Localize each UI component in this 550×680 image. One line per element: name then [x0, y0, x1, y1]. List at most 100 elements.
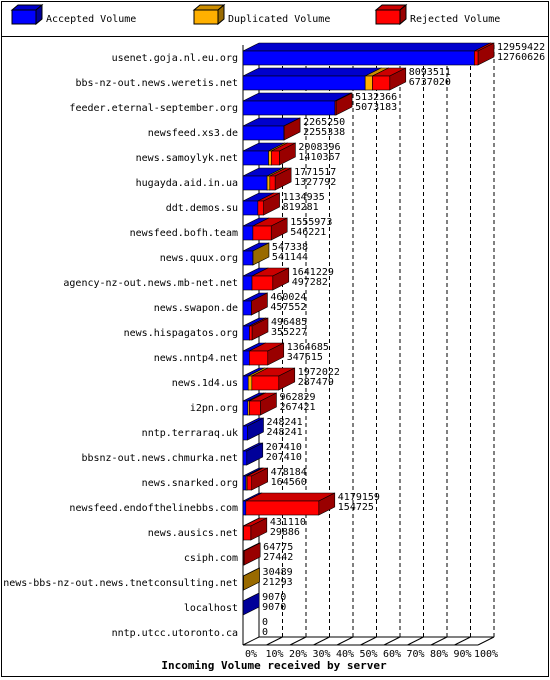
- value-label: 4179159: [338, 492, 380, 503]
- bar-face: [251, 275, 274, 291]
- y-tick-label: news.ausics.net: [148, 528, 238, 539]
- tick-mark: [407, 636, 424, 646]
- bar-face: [243, 550, 245, 566]
- value-label: 12760626: [497, 52, 545, 63]
- value-label: 1364685: [287, 342, 329, 353]
- value-label: 164560: [271, 477, 307, 488]
- value-label: 546221: [290, 227, 326, 238]
- plot-frame: [1, 36, 549, 677]
- x-tick-label: 10%: [265, 649, 283, 660]
- bar-segment: [242, 417, 264, 441]
- bar-segment: [251, 267, 290, 291]
- bar-segment: [248, 392, 277, 416]
- tick-mark: [313, 636, 330, 646]
- bar-segment: [251, 367, 296, 391]
- legend-label: Duplicated Volume: [228, 14, 330, 25]
- bar-face: [243, 567, 260, 591]
- x-tick-label: 0%: [245, 649, 257, 660]
- bar-segment: [372, 67, 407, 91]
- y-tick-label: news.1d4.us: [172, 378, 238, 389]
- bar-face: [242, 225, 254, 241]
- value-label: 355227: [271, 327, 307, 338]
- value-label: 5073183: [355, 102, 397, 113]
- legend-swatch: [193, 9, 219, 25]
- bar-face: [270, 150, 280, 166]
- bar-segment: [243, 542, 261, 566]
- value-label: 962829: [279, 392, 315, 403]
- value-label: 267421: [279, 402, 315, 413]
- value-label: 207410: [266, 452, 302, 463]
- x-tick-label: 100%: [474, 649, 498, 660]
- bar-face: [243, 525, 252, 541]
- y-tick-label: news.hispagatos.org: [124, 328, 238, 339]
- legend-label: Accepted Volume: [46, 14, 136, 25]
- bar-face: [242, 92, 352, 102]
- value-label: 8093511: [409, 67, 451, 78]
- value-label: 497282: [292, 277, 328, 288]
- y-tick-label: feeder.eternal-september.org: [69, 103, 238, 114]
- y-tick-label: news.nntp4.net: [154, 353, 238, 364]
- value-label: 1641229: [292, 267, 334, 278]
- value-label: 248241: [267, 427, 303, 438]
- legend-swatch: [35, 3, 43, 26]
- bar-face: [247, 375, 253, 391]
- bar-face: [252, 225, 272, 241]
- bar-face: [257, 200, 264, 216]
- bar-face: [246, 475, 252, 491]
- bar-face: [242, 75, 366, 91]
- bar-segment: [250, 292, 268, 316]
- y-tick-label: news.snarked.org: [142, 478, 238, 489]
- y-tick-label: newsfeed.xs3.de: [148, 128, 238, 139]
- value-label: 457552: [270, 302, 306, 313]
- tick-mark: [242, 636, 260, 646]
- bar-face: [266, 175, 271, 191]
- bar-face: [242, 400, 249, 416]
- tick-mark: [266, 636, 283, 646]
- y-tick-label: news-bbs-nz-out.news.tnetconsulting.net: [3, 578, 238, 589]
- value-label: 2008396: [298, 142, 340, 153]
- bar-segment: [252, 217, 288, 241]
- bar-segment: [243, 567, 260, 591]
- value-label: 1555973: [290, 217, 332, 228]
- value-label: 27442: [263, 552, 293, 563]
- value-label: 6737020: [409, 77, 451, 88]
- value-label: 9070: [262, 602, 286, 613]
- value-label: 1327792: [294, 177, 336, 188]
- value-label: 1972022: [298, 367, 340, 378]
- y-tick-label: hugayda.aid.in.ua: [136, 178, 238, 189]
- y-tick-label: ddt.demos.su: [166, 203, 238, 214]
- bar-segment: [269, 167, 292, 191]
- bar-face: [242, 100, 336, 116]
- bar-face: [242, 200, 259, 216]
- bar-face: [242, 350, 250, 366]
- value-label: 431110: [270, 517, 306, 528]
- bar-face: [245, 500, 320, 516]
- value-label: 248241: [267, 417, 303, 428]
- value-label: 819281: [283, 202, 319, 213]
- bar-segment: [242, 592, 260, 616]
- value-label: 547338: [272, 242, 308, 253]
- value-label: 9070: [262, 592, 286, 603]
- bar-segment: [270, 142, 296, 166]
- bar-face: [249, 350, 269, 366]
- bar-segment: [249, 317, 269, 341]
- x-tick-label: 80%: [430, 649, 448, 660]
- y-tick-label: csiph.com: [184, 553, 238, 564]
- tick-mark: [289, 636, 307, 646]
- x-tick-label: 40%: [336, 649, 354, 660]
- bar-face: [474, 50, 479, 66]
- tick-mark: [477, 636, 495, 646]
- y-tick-label: news.swapon.de: [154, 303, 238, 314]
- value-label: 29886: [270, 527, 300, 538]
- value-label: 30489: [263, 567, 293, 578]
- bar-segment: [334, 92, 353, 116]
- y-tick-label: localhost: [184, 603, 238, 614]
- bar-segment: [249, 342, 285, 366]
- bar-face: [249, 325, 253, 341]
- chart-title: Incoming Volume received by server: [161, 659, 387, 672]
- x-tick-label: 60%: [383, 649, 401, 660]
- value-label: 478184: [271, 467, 307, 478]
- legend-swatch: [375, 9, 401, 25]
- bar-face: [268, 150, 272, 166]
